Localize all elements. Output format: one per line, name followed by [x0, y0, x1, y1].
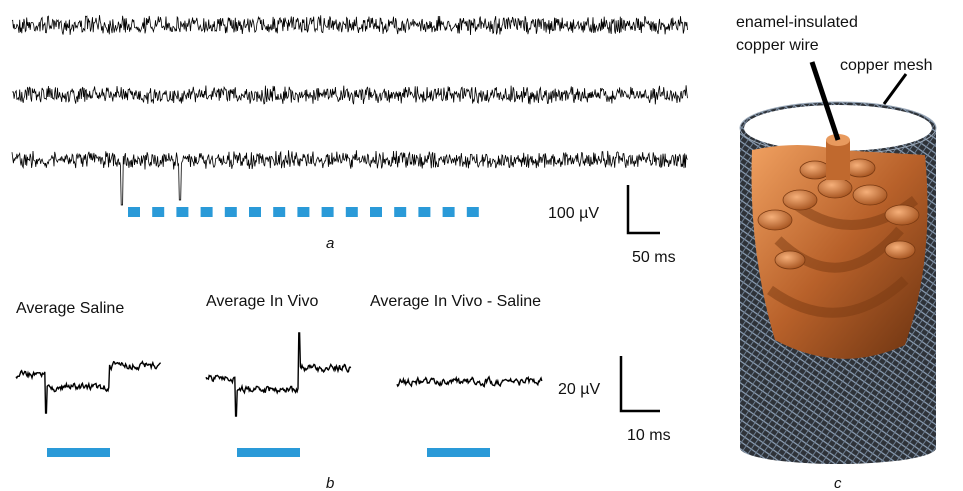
stimulus-dash — [442, 207, 455, 217]
stimulus-dash — [273, 207, 286, 217]
stimulus-bar — [427, 448, 490, 457]
signal-trace — [11, 85, 688, 105]
annotation: copper mesh — [840, 57, 933, 74]
scale-voltage: 100 µV — [548, 205, 599, 222]
panel-label: b — [326, 475, 334, 491]
annotation: copper wire — [736, 37, 819, 54]
scale-bar — [619, 356, 660, 413]
stimulus-dash — [297, 207, 310, 217]
scale-time: 50 ms — [632, 249, 676, 266]
stimulus-dash — [128, 207, 140, 217]
stimulus-dash — [224, 207, 237, 217]
traces — [11, 15, 688, 417]
stimulus-dash — [321, 207, 334, 217]
stimulus-bar — [237, 448, 300, 457]
stimulus-dash — [466, 207, 479, 217]
scale-voltage: 20 µV — [558, 381, 600, 398]
annotation: enamel-insulated — [736, 14, 858, 31]
cable-illustration — [739, 61, 937, 464]
average-trace — [396, 375, 543, 388]
stimulus-dash — [345, 207, 358, 217]
panel-title: Average Saline — [16, 300, 124, 317]
average-trace — [205, 332, 352, 417]
stimulus-dash — [249, 207, 261, 217]
stimulus-dash — [152, 207, 165, 217]
stimulus-dash — [370, 207, 382, 217]
panel-label: a — [326, 235, 334, 252]
panel-title: Average In Vivo — [206, 293, 318, 310]
stimulus-dash — [394, 207, 407, 217]
stimulus-bar — [47, 448, 110, 457]
panel-title: Average In Vivo - Saline — [370, 293, 541, 310]
signal-trace — [11, 15, 688, 36]
scale-time: 10 ms — [627, 427, 671, 444]
stimulus-dash — [200, 207, 213, 217]
signal-trace — [11, 150, 688, 206]
panel-label: c — [834, 475, 842, 491]
stimulus-dash — [418, 207, 431, 217]
stimulus-dash — [176, 207, 189, 217]
average-trace — [15, 359, 161, 414]
scale-bar — [626, 185, 660, 235]
